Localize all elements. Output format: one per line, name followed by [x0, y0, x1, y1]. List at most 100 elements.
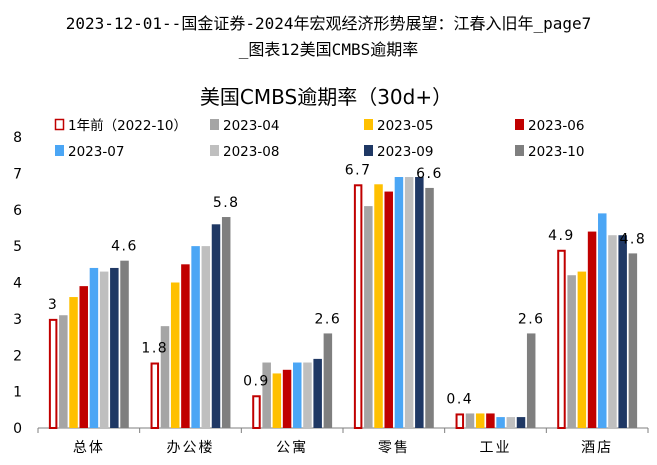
bar — [211, 224, 221, 428]
bar — [150, 362, 160, 429]
bar — [89, 267, 99, 428]
legend-swatch — [364, 119, 373, 130]
page-title-line-1: 2023-12-01--国金证券-2024年宏观经济形势展望：江春入旧年_pag… — [65, 14, 592, 33]
legend-item: 2023-10 — [515, 144, 584, 160]
data-label: 2.6 — [314, 311, 341, 327]
plot-area — [37, 427, 649, 433]
bar — [415, 177, 424, 428]
bar — [79, 286, 88, 428]
bar — [557, 249, 566, 429]
data-label: 6.7 — [345, 162, 372, 178]
legend-swatch — [210, 145, 219, 156]
y-tick-label: 4 — [13, 276, 22, 292]
page-title-line-2: _图表12美国CMBS逾期率 — [238, 40, 419, 59]
y-tick-label: 5 — [13, 239, 22, 255]
legend-swatch — [54, 118, 65, 131]
legend-item: 2023-08 — [210, 144, 279, 160]
bar — [608, 235, 617, 428]
bar — [577, 271, 587, 428]
bar — [598, 213, 607, 428]
bar — [191, 246, 200, 428]
bar — [526, 333, 536, 428]
legend-swatch — [364, 145, 373, 156]
legend-label: 2023-09 — [377, 144, 433, 160]
data-label: 4.9 — [548, 228, 575, 244]
legend-swatch — [515, 145, 524, 156]
bar — [465, 413, 475, 428]
bar — [201, 246, 211, 428]
data-label: 6.6 — [416, 166, 443, 182]
bar — [282, 369, 292, 428]
bar — [628, 253, 638, 428]
bar — [364, 206, 373, 428]
legend-item: 1年前（2022-10） — [54, 117, 187, 134]
bar — [48, 318, 58, 429]
data-label: 4.6 — [111, 239, 138, 255]
bar — [110, 267, 119, 428]
x-axis: 总体 办公楼 公寓 零售 工业 酒店 — [73, 439, 611, 456]
legend-label: 1年前（2022-10） — [68, 117, 187, 134]
legend-label: 2023-04 — [223, 118, 279, 134]
bar — [425, 187, 434, 428]
bar — [221, 217, 231, 428]
y-tick-label: 0 — [13, 421, 22, 437]
legend-label: 2023-05 — [377, 118, 433, 134]
category-label: 总体 — [73, 440, 105, 456]
data-label: 0.9 — [243, 373, 270, 389]
bar — [313, 358, 322, 428]
y-tick-label: 2 — [13, 348, 22, 364]
data-label: 4.8 — [619, 231, 646, 247]
bar — [394, 177, 404, 428]
bar — [496, 417, 505, 428]
chart-title: 美国CMBS逾期率（30d+） — [200, 85, 452, 109]
bars — [48, 177, 638, 430]
y-tick-label: 6 — [13, 203, 22, 219]
data-label: 1.8 — [141, 341, 168, 357]
legend-label: 2023-08 — [223, 144, 279, 160]
bar — [323, 333, 333, 428]
legend-label: 2023-06 — [528, 118, 584, 134]
bar — [384, 191, 393, 428]
bar — [303, 362, 312, 428]
y-tick-label: 8 — [13, 130, 22, 146]
legend-label: 2023-07 — [68, 144, 124, 160]
legend: 1年前（2022-10） 2023-04 2023-05 2023-06 2023-07… — [54, 117, 584, 160]
category-label: 公寓 — [276, 439, 308, 456]
category-label: 办公楼 — [167, 440, 215, 456]
legend-item: 2023-09 — [364, 144, 433, 160]
bar — [160, 326, 170, 428]
bar — [293, 362, 302, 428]
y-axis: 0 1 2 3 4 5 6 7 8 — [13, 130, 22, 437]
y-tick-label: 1 — [13, 385, 22, 401]
bar — [272, 373, 282, 428]
bar — [120, 260, 129, 428]
legend-swatch — [55, 145, 64, 156]
legend-item: 2023-04 — [210, 118, 279, 134]
data-label: 5.8 — [213, 195, 240, 211]
bar — [252, 395, 261, 430]
data-labels: 3 4.6 1.8 5.8 0.9 2.6 6.7 6.6 0.4 2.6 4.9 4.8 — [48, 162, 646, 407]
bar — [506, 417, 516, 428]
legend-swatch — [210, 119, 219, 130]
category-label: 工业 — [480, 440, 512, 456]
legend-item: 2023-05 — [364, 118, 433, 134]
bar — [262, 362, 271, 428]
bar — [475, 413, 485, 428]
bar — [181, 264, 190, 428]
y-tick-label: 7 — [13, 166, 22, 182]
bar — [170, 282, 180, 428]
bar — [374, 184, 383, 428]
bar — [486, 413, 495, 428]
bar — [516, 417, 526, 428]
bar — [69, 297, 78, 428]
legend-item: 2023-06 — [515, 118, 584, 134]
bar — [99, 271, 109, 428]
bar — [59, 315, 68, 428]
bar — [404, 177, 414, 428]
bar — [455, 413, 465, 430]
data-label: 0.4 — [446, 391, 473, 407]
data-label: 2.6 — [518, 311, 545, 327]
legend-item: 2023-07 — [55, 144, 124, 160]
y-tick-label: 3 — [13, 312, 22, 328]
